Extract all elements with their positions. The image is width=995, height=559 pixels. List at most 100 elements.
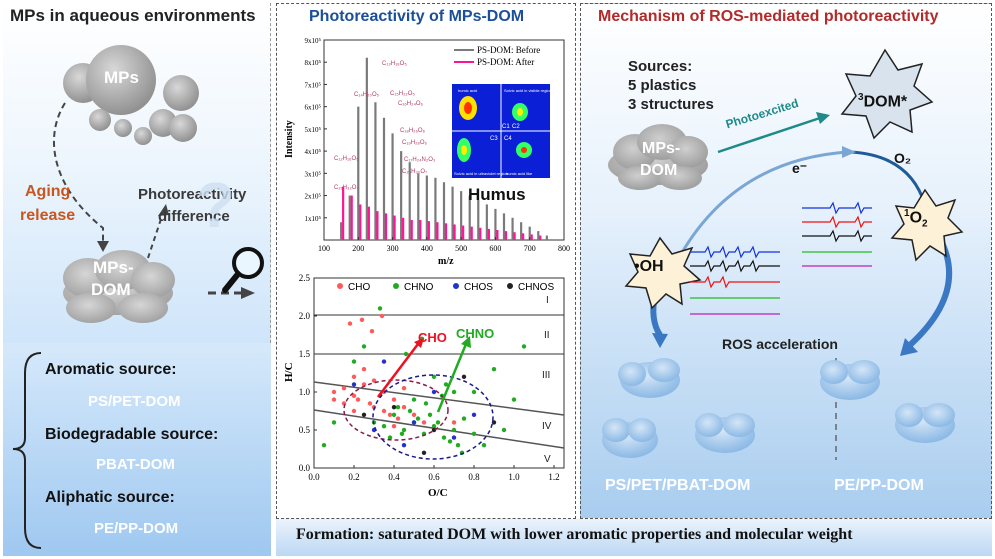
y-tick-label: 5x10⁵ (305, 126, 322, 134)
mps-label: MPs (104, 68, 139, 87)
source-value-biodegradable: PBAT-DOM (96, 456, 175, 473)
vk-point-chno (351, 359, 357, 364)
inset-c2: C2 (512, 124, 520, 130)
cloud-mps-dom-left (63, 250, 175, 323)
vk-point-chnos (421, 450, 427, 455)
vk-point-chno (471, 431, 477, 436)
vk-point-chos (471, 412, 477, 417)
inset-note-2: Solvic acid in visible region (504, 88, 552, 93)
vk-point-cho (395, 416, 401, 421)
spectrum-ylabel: Intensity (284, 120, 295, 158)
vk-point-cho (359, 317, 365, 322)
vk-point-chnos (491, 420, 497, 425)
x-tick-label: 0.6 (428, 472, 440, 482)
vk-point-chno (481, 443, 487, 448)
region-label: II (544, 330, 550, 341)
peak-label: C₁₂H₁₆O₅ (334, 156, 359, 162)
sources-line3: 3 structures (628, 96, 714, 113)
vk-point-chno (423, 401, 429, 406)
vk-point-cho (347, 321, 353, 326)
vk-point-chno (451, 389, 457, 395)
vk-point-cho (331, 397, 337, 402)
dom-left-label: PS/PET/PBAT-DOM (605, 477, 751, 494)
photoexcited-arrow (717, 116, 821, 154)
x-tick-label: 0.4 (388, 472, 400, 482)
difference-label: difference (158, 208, 230, 225)
star-singlet-oxygen (890, 188, 964, 262)
vk-point-cho (351, 374, 357, 379)
y-tick-label: 8x10⁵ (305, 59, 322, 67)
y-tick-label: 4x10⁵ (305, 148, 322, 156)
vk-point-cho (367, 401, 373, 406)
x-tick-label: 0.2 (348, 472, 359, 482)
vk-point-cho (421, 420, 427, 425)
y-tick-label: 0.0 (299, 463, 311, 473)
vk-point-cho (351, 393, 357, 398)
y-tick-label: 2.5 (299, 273, 311, 283)
inset-c4: C4 (504, 136, 512, 142)
vk-point-cho (401, 386, 407, 391)
vk-point-cho (341, 386, 347, 391)
vk-point-cho (369, 329, 375, 334)
van-krevelen-chart: CHO CHNO CHO CHNO CHOS CHNOS I II III IV… (283, 273, 565, 499)
legend-chno: CHNO (404, 282, 434, 293)
legend-cho: CHO (348, 282, 370, 293)
region-label: IV (542, 421, 552, 432)
vk-point-chno (471, 389, 477, 395)
x-tick-label: 600 (489, 244, 501, 253)
y-tick-label: 2.0 (299, 311, 311, 321)
vk-point-chno (415, 416, 421, 421)
region-labels: I II III IV V (542, 295, 552, 465)
inset-note-3: Solvic acid in ultraviolet region (454, 171, 508, 176)
vk-point-chnos (361, 412, 367, 417)
vk-point-chno (331, 420, 337, 425)
peak-label: C₁₃H₁₈O₅ (382, 61, 407, 67)
peak-label: C₁₅H₂₂O₅ (390, 91, 415, 97)
spectrum-legend: PS-DOM: Before PS-DOM: After (454, 45, 540, 67)
epr-spectra-bottom (690, 245, 780, 315)
vk-point-chno (403, 351, 409, 357)
peak-labels: C₁₃H₁₈O₅ C₁₄H₂₀O₅ C₁₅H₂₂O₅ C₁₆H₂₄O₆ C₁₈H… (334, 61, 436, 191)
vk-point-chno (441, 435, 447, 440)
vk-point-chos (381, 359, 387, 364)
microplastic-particles (63, 45, 199, 145)
triplet-dom-label: 3DOM* (858, 92, 908, 111)
cloud-mps-dom-right (608, 124, 708, 190)
x-tick-label: 0.0 (308, 472, 320, 482)
cho-arrow-label: CHO (418, 330, 447, 345)
sources-line1: Sources: (628, 58, 693, 75)
y-tick-label: 1x10⁵ (305, 215, 322, 223)
y-tick-label: 3x10⁵ (305, 170, 322, 178)
vk-point-cho (391, 424, 397, 429)
vk-point-cho (355, 397, 361, 402)
mps-dom-right-line1: MPs- (642, 140, 681, 157)
region-label: V (544, 454, 551, 465)
inset-c3: C3 (490, 136, 498, 142)
vk-point-chno (431, 424, 437, 429)
mps-dom-line2: DOM (91, 280, 131, 299)
x-tick-label: 400 (421, 244, 433, 253)
vk-point-chno (435, 420, 441, 425)
vk-point-chno (377, 306, 383, 311)
vk-point-cho (331, 389, 337, 395)
bottom-bar (276, 519, 992, 556)
x-tick-label: 0.8 (468, 472, 480, 482)
photoreactivity-label: Photoreactivity (138, 186, 247, 203)
chno-arrow (436, 343, 468, 413)
vk-point-cho (411, 412, 417, 417)
vk-point-chos (451, 435, 457, 440)
vk-point-chos (401, 443, 407, 448)
y-tick-label: 1.5 (299, 349, 311, 359)
spectrum-xlabel: m/z (438, 256, 454, 267)
vk-point-cho (371, 378, 377, 383)
source-value-aromatic: PS/PET-DOM (88, 393, 181, 410)
x-tick-label: 300 (387, 244, 399, 253)
magnifier-icon (222, 247, 264, 293)
oxygen-label: O₂ (894, 150, 912, 166)
source-value-aliphatic: PE/PP-DOM (94, 520, 179, 537)
y-tick-label: 1.0 (299, 387, 311, 397)
vk-point-chno (521, 344, 527, 349)
mps-dom-right-line2: DOM (640, 162, 678, 179)
vk-ylabel: H/C (283, 362, 295, 382)
region-label: III (542, 370, 550, 381)
